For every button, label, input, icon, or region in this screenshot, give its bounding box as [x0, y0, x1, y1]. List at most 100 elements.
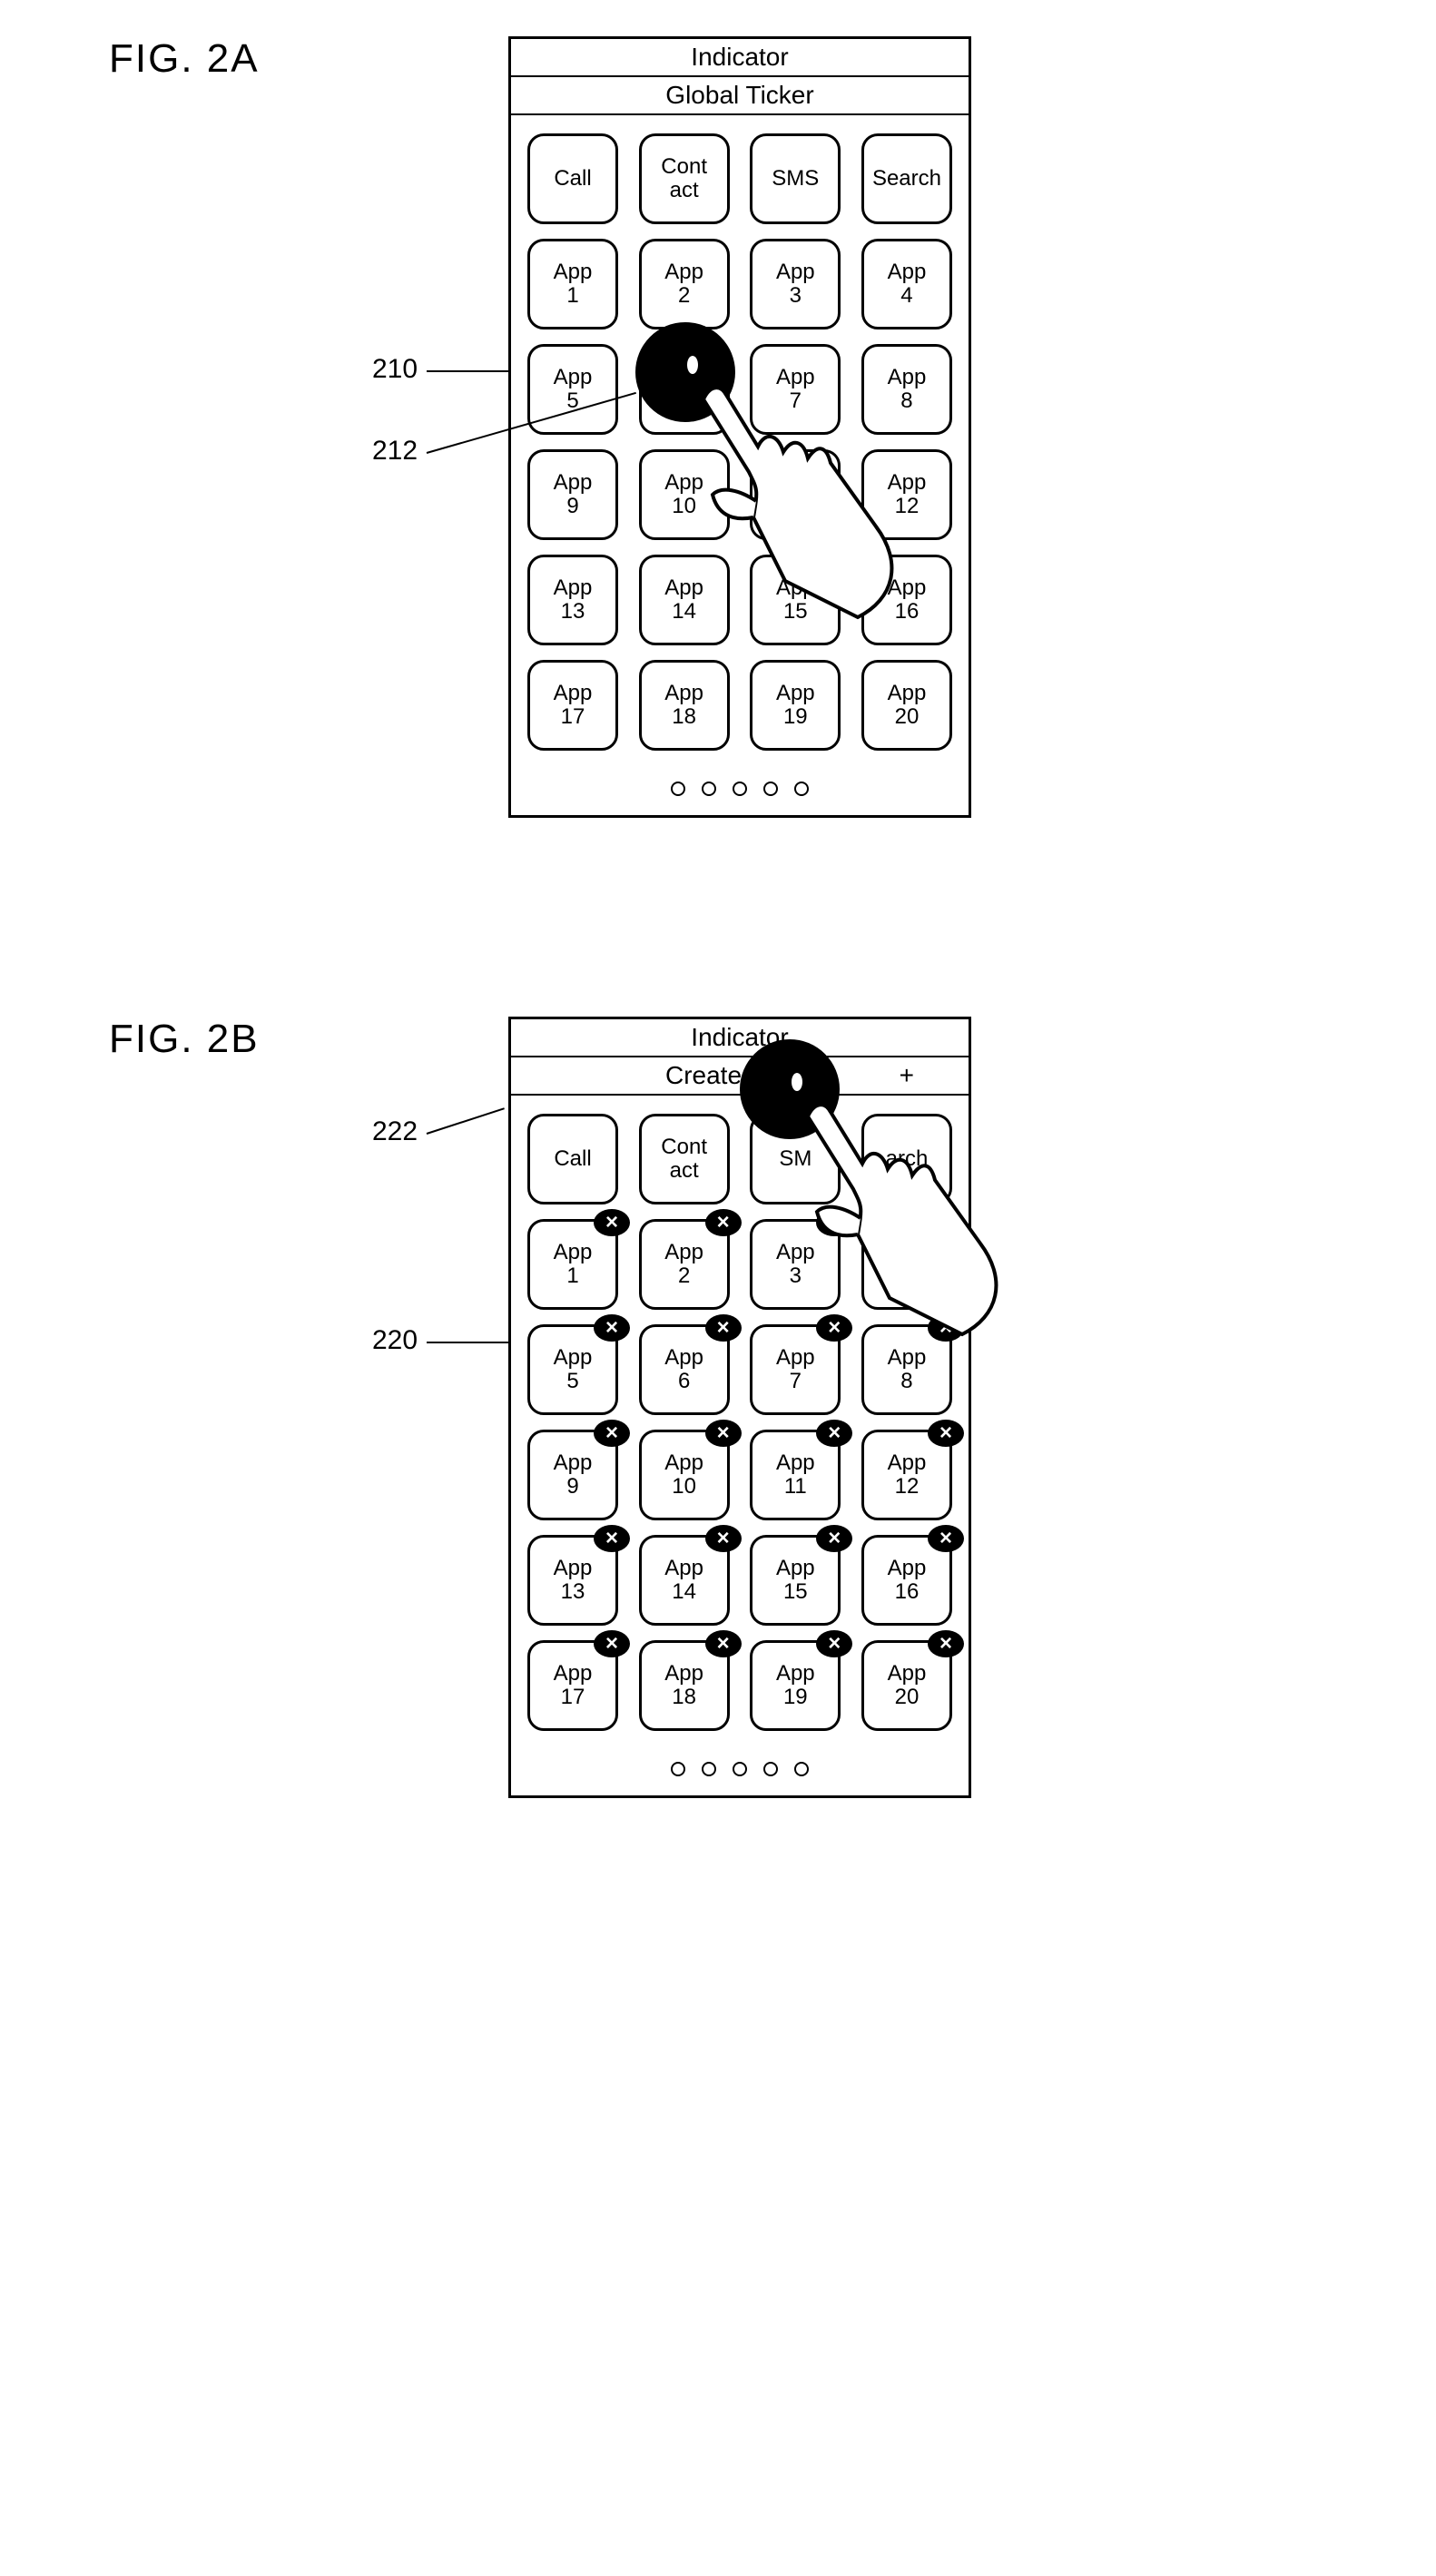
- phone-frame: IndicatorCreate+CallCont actSMarchApp 1A…: [508, 1017, 971, 1798]
- app-icon[interactable]: App 12: [861, 1430, 952, 1520]
- ref-220: 220: [372, 1325, 418, 1356]
- app-icon[interactable]: App 2: [639, 239, 730, 329]
- app-icon[interactable]: App 10: [639, 449, 730, 540]
- app-label: App 10: [664, 1451, 703, 1499]
- app-icon[interactable]: App 7: [750, 1324, 841, 1415]
- app-icon[interactable]: App 3: [750, 239, 841, 329]
- app-icon[interactable]: Call: [527, 1114, 618, 1204]
- app-label: App 20: [888, 1662, 927, 1710]
- app-icon[interactable]: App 19: [750, 660, 841, 751]
- app-icon[interactable]: App 20: [861, 1640, 952, 1731]
- app-icon[interactable]: App 12: [861, 449, 952, 540]
- app-icon[interactable]: arch: [861, 1114, 952, 1204]
- delete-badge-icon[interactable]: [705, 1209, 742, 1236]
- app-icon[interactable]: App 17: [527, 1640, 618, 1731]
- delete-badge-icon[interactable]: [928, 1209, 964, 1236]
- app-icon[interactable]: App 15: [750, 1535, 841, 1626]
- app-label: App 15: [776, 1557, 815, 1605]
- page-indicator: [511, 1755, 969, 1795]
- app-icon[interactable]: App 9: [527, 1430, 618, 1520]
- app-icon[interactable]: App 1: [527, 1219, 618, 1310]
- app-label: arch: [886, 1147, 929, 1171]
- app-icon[interactable]: App 14: [639, 1535, 730, 1626]
- app-label: App 5: [554, 1346, 593, 1394]
- app-label: App 7: [776, 366, 815, 414]
- delete-badge-icon[interactable]: [594, 1420, 630, 1447]
- app-icon[interactable]: App 13: [527, 555, 618, 645]
- delete-badge-icon[interactable]: [816, 1630, 852, 1657]
- page-dot[interactable]: [702, 782, 716, 796]
- app-grid: CallCont actSMarchApp 1App 2App 3App 4Ap…: [511, 1096, 969, 1755]
- delete-badge-icon[interactable]: [928, 1420, 964, 1447]
- create-ticker[interactable]: Create+: [511, 1057, 969, 1096]
- delete-badge-icon[interactable]: [594, 1630, 630, 1657]
- app-icon[interactable]: [639, 344, 730, 435]
- app-icon[interactable]: App 7: [750, 344, 841, 435]
- figure-label: FIG. 2A: [109, 36, 260, 82]
- app-label: App 11: [776, 1451, 815, 1499]
- app-icon[interactable]: [750, 449, 841, 540]
- app-label: App 19: [776, 1662, 815, 1710]
- page-dot[interactable]: [733, 1762, 747, 1776]
- delete-badge-icon[interactable]: [705, 1314, 742, 1342]
- app-icon[interactable]: App 18: [639, 1640, 730, 1731]
- app-label: App 17: [554, 1662, 593, 1710]
- delete-badge-icon[interactable]: [594, 1525, 630, 1552]
- delete-badge-icon[interactable]: [705, 1525, 742, 1552]
- delete-badge-icon[interactable]: [816, 1314, 852, 1342]
- app-icon[interactable]: App 1: [527, 239, 618, 329]
- delete-badge-icon[interactable]: [928, 1314, 964, 1342]
- indicator-bar: Indicator: [511, 39, 969, 77]
- page-dot[interactable]: [794, 1762, 809, 1776]
- app-icon[interactable]: App 4: [861, 1219, 952, 1310]
- app-icon[interactable]: App 8: [861, 1324, 952, 1415]
- delete-badge-icon[interactable]: [705, 1630, 742, 1657]
- page-dot[interactable]: [671, 1762, 685, 1776]
- app-icon[interactable]: App 20: [861, 660, 952, 751]
- app-icon[interactable]: App 11: [750, 1430, 841, 1520]
- app-icon[interactable]: App 17: [527, 660, 618, 751]
- delete-badge-icon[interactable]: [594, 1209, 630, 1236]
- app-icon[interactable]: App 10: [639, 1430, 730, 1520]
- app-icon[interactable]: App 18: [639, 660, 730, 751]
- app-label: App 12: [888, 1451, 927, 1499]
- app-icon[interactable]: App 15: [750, 555, 841, 645]
- app-label: App 10: [664, 471, 703, 519]
- app-icon[interactable]: App 9: [527, 449, 618, 540]
- app-icon[interactable]: Call: [527, 133, 618, 224]
- app-icon[interactable]: App 8: [861, 344, 952, 435]
- app-icon[interactable]: App 16: [861, 1535, 952, 1626]
- app-icon[interactable]: App 4: [861, 239, 952, 329]
- delete-badge-icon[interactable]: [816, 1420, 852, 1447]
- app-icon[interactable]: Cont act: [639, 133, 730, 224]
- app-icon[interactable]: App 2: [639, 1219, 730, 1310]
- page-dot[interactable]: [733, 782, 747, 796]
- delete-badge-icon[interactable]: [594, 1314, 630, 1342]
- delete-badge-icon[interactable]: [928, 1630, 964, 1657]
- delete-badge-icon[interactable]: [928, 1525, 964, 1552]
- app-icon[interactable]: App 16: [861, 555, 952, 645]
- page-dot[interactable]: [763, 782, 778, 796]
- global-ticker: Global Ticker: [511, 77, 969, 115]
- app-icon[interactable]: SM: [750, 1114, 841, 1204]
- app-icon[interactable]: App 6: [639, 1324, 730, 1415]
- app-icon[interactable]: App 5: [527, 344, 618, 435]
- app-label: App 3: [776, 261, 815, 309]
- delete-badge-icon[interactable]: [705, 1420, 742, 1447]
- app-icon[interactable]: Search: [861, 133, 952, 224]
- page-dot[interactable]: [794, 782, 809, 796]
- app-icon[interactable]: App 5: [527, 1324, 618, 1415]
- delete-badge-icon[interactable]: [816, 1209, 852, 1236]
- page-dot[interactable]: [702, 1762, 716, 1776]
- app-label: App 16: [888, 1557, 927, 1605]
- app-icon[interactable]: Cont act: [639, 1114, 730, 1204]
- page-dot[interactable]: [671, 782, 685, 796]
- app-icon[interactable]: SMS: [750, 133, 841, 224]
- page-dot[interactable]: [763, 1762, 778, 1776]
- delete-badge-icon[interactable]: [816, 1525, 852, 1552]
- app-label: App 18: [664, 682, 703, 730]
- app-icon[interactable]: App 13: [527, 1535, 618, 1626]
- app-icon[interactable]: App 19: [750, 1640, 841, 1731]
- app-icon[interactable]: App 3: [750, 1219, 841, 1310]
- app-icon[interactable]: App 14: [639, 555, 730, 645]
